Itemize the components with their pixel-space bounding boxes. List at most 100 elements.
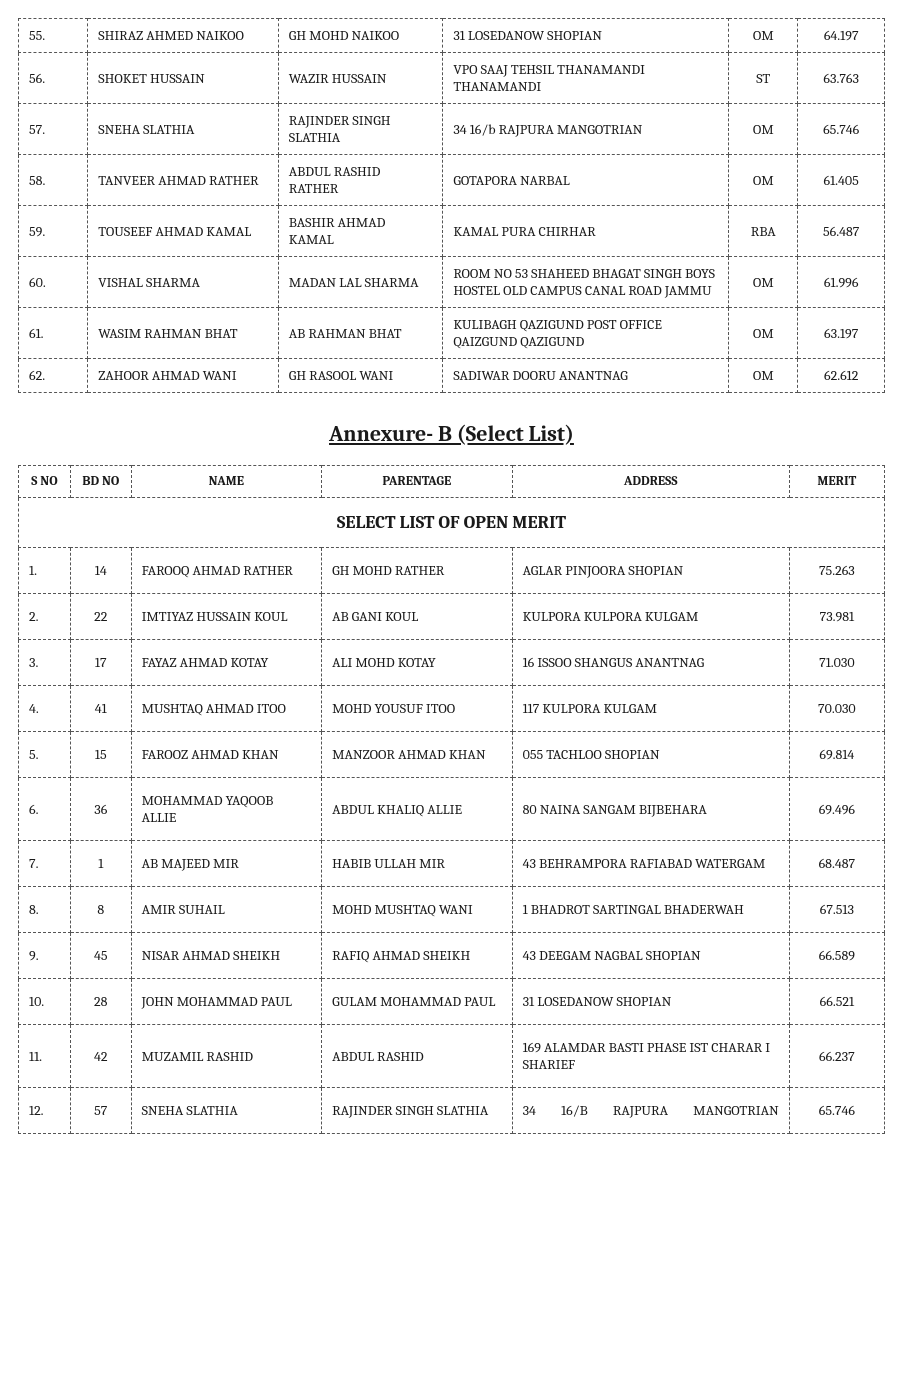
table-subheader-row: SELECT LIST OF OPEN MERIT [19,498,885,548]
cell-name: MUSHTAQ AHMAD ITOO [131,686,322,732]
cell-parentage: ALI MOHD KOTAY [322,640,513,686]
cell-category: OM [729,308,798,359]
cell-parentage: GH MOHD RATHER [322,548,513,594]
cell-bdno: 22 [70,594,131,640]
cell-category: OM [729,257,798,308]
cell-address: SADIWAR DOORU ANANTNAG [443,359,729,393]
cell-parentage: WAZIR HUSSAIN [278,53,443,104]
col-name: NAME [131,466,322,498]
cell-sno: 11. [19,1025,71,1088]
cell-parentage: BASHIR AHMAD KAMAL [278,206,443,257]
cell-sno: 5. [19,732,71,778]
cell-name: MUZAMIL RASHID [131,1025,322,1088]
cell-category: OM [729,155,798,206]
cell-name: NISAR AHMAD SHEIKH [131,933,322,979]
cell-parentage: MADAN LAL SHARMA [278,257,443,308]
cell-merit: 64.197 [798,19,885,53]
cell-parentage: MANZOOR AHMAD KHAN [322,732,513,778]
cell-address: 169 ALAMDAR BASTI PHASE IST CHARAR I SHA… [512,1025,789,1088]
cell-address: KULIBAGH QAZIGUND POST OFFICE QAIZGUND Q… [443,308,729,359]
cell-sno: 10. [19,979,71,1025]
cell-parentage: MOHD MUSHTAQ WANI [322,887,513,933]
cell-bdno: 36 [70,778,131,841]
cell-address: KAMAL PURA CHIRHAR [443,206,729,257]
cell-parentage: ABDUL RASHID RATHER [278,155,443,206]
cell-bdno: 28 [70,979,131,1025]
table-row: 60.VISHAL SHARMAMADAN LAL SHARMAROOM NO … [19,257,885,308]
cell-sno: 6. [19,778,71,841]
cell-merit: 69.814 [789,732,884,778]
cell-merit: 70.030 [789,686,884,732]
cell-parentage: RAFIQ AHMAD SHEIKH [322,933,513,979]
table-row: 10.28JOHN MOHAMMAD PAULGULAM MOHAMMAD PA… [19,979,885,1025]
cell-sno: 3. [19,640,71,686]
table-row: 11.42MUZAMIL RASHIDABDUL RASHID169 ALAMD… [19,1025,885,1088]
table-row: 7.1AB MAJEED MIRHABIB ULLAH MIR43 BEHRAM… [19,841,885,887]
cell-sno: 59. [19,206,88,257]
cell-parentage: MOHD YOUSUF ITOO [322,686,513,732]
cell-sno: 57. [19,104,88,155]
cell-sno: 8. [19,887,71,933]
cell-bdno: 57 [70,1088,131,1134]
cell-name: ZAHOOR AHMAD WANI [88,359,279,393]
table-row: 5.15FAROOZ AHMAD KHANMANZOOR AHMAD KHAN0… [19,732,885,778]
cell-merit: 68.487 [789,841,884,887]
cell-name: FAROOZ AHMAD KHAN [131,732,322,778]
cell-merit: 73.981 [789,594,884,640]
cell-name: VISHAL SHARMA [88,257,279,308]
section-title-annexure-b: Annexure- B (Select List) [18,421,885,447]
cell-name: SHIRAZ AHMED NAIKOO [88,19,279,53]
table-row: 6.36MOHAMMAD YAQOOB ALLIEABDUL KHALIQ AL… [19,778,885,841]
cell-sno: 60. [19,257,88,308]
cell-bdno: 41 [70,686,131,732]
table-row: 2.22IMTIYAZ HUSSAIN KOULAB GANI KOULKULP… [19,594,885,640]
cell-address: VPO SAAJ TEHSIL THANAMANDI THANAMANDI [443,53,729,104]
cell-parentage: GH MOHD NAIKOO [278,19,443,53]
cell-address: 43 BEHRAMPORA RAFIABAD WATERGAM [512,841,789,887]
cell-bdno: 1 [70,841,131,887]
table-row: 55.SHIRAZ AHMED NAIKOOGH MOHD NAIKOO31 L… [19,19,885,53]
cell-sno: 56. [19,53,88,104]
cell-address: 16 ISSOO SHANGUS ANANTNAG [512,640,789,686]
cell-parentage: HABIB ULLAH MIR [322,841,513,887]
cell-name: WASIM RAHMAN BHAT [88,308,279,359]
cell-merit: 61.405 [798,155,885,206]
cell-name: TANVEER AHMAD RATHER [88,155,279,206]
table-row: 3.17FAYAZ AHMAD KOTAYALI MOHD KOTAY16 IS… [19,640,885,686]
table-row: 8.8AMIR SUHAILMOHD MUSHTAQ WANI1 BHADROT… [19,887,885,933]
cell-bdno: 8 [70,887,131,933]
cell-address: 055 TACHLOO SHOPIAN [512,732,789,778]
col-parentage: PARENTAGE [322,466,513,498]
table-row: 4.41MUSHTAQ AHMAD ITOOMOHD YOUSUF ITOO11… [19,686,885,732]
cell-merit: 66.237 [789,1025,884,1088]
cell-address: GOTAPORA NARBAL [443,155,729,206]
col-merit: MERIT [789,466,884,498]
table-row: 57.SNEHA SLATHIARAJINDER SINGH SLATHIA34… [19,104,885,155]
cell-sno: 55. [19,19,88,53]
cell-bdno: 45 [70,933,131,979]
cell-address: 117 KULPORA KULGAM [512,686,789,732]
cell-parentage: ABDUL RASHID [322,1025,513,1088]
cell-sno: 7. [19,841,71,887]
cell-sno: 2. [19,594,71,640]
table-row: 9.45NISAR AHMAD SHEIKHRAFIQ AHMAD SHEIKH… [19,933,885,979]
cell-address: 34 16/B RAJPURA MANGOTRIAN [512,1088,789,1134]
cell-merit: 75.263 [789,548,884,594]
cell-name: TOUSEEF AHMAD KAMAL [88,206,279,257]
table-annexure-a-continued: 55.SHIRAZ AHMED NAIKOOGH MOHD NAIKOO31 L… [18,18,885,393]
cell-name: FAROOQ AHMAD RATHER [131,548,322,594]
cell-merit: 61.996 [798,257,885,308]
cell-address: AGLAR PINJOORA SHOPIAN [512,548,789,594]
cell-name: AB MAJEED MIR [131,841,322,887]
cell-bdno: 17 [70,640,131,686]
table-row: 58.TANVEER AHMAD RATHERABDUL RASHID RATH… [19,155,885,206]
cell-name: AMIR SUHAIL [131,887,322,933]
cell-address: 80 NAINA SANGAM BIJBEHARA [512,778,789,841]
cell-category: OM [729,359,798,393]
cell-address: 43 DEEGAM NAGBAL SHOPIAN [512,933,789,979]
cell-parentage: ABDUL KHALIQ ALLIE [322,778,513,841]
cell-sno: 9. [19,933,71,979]
cell-merit: 63.197 [798,308,885,359]
cell-parentage: AB GANI KOUL [322,594,513,640]
cell-sno: 12. [19,1088,71,1134]
